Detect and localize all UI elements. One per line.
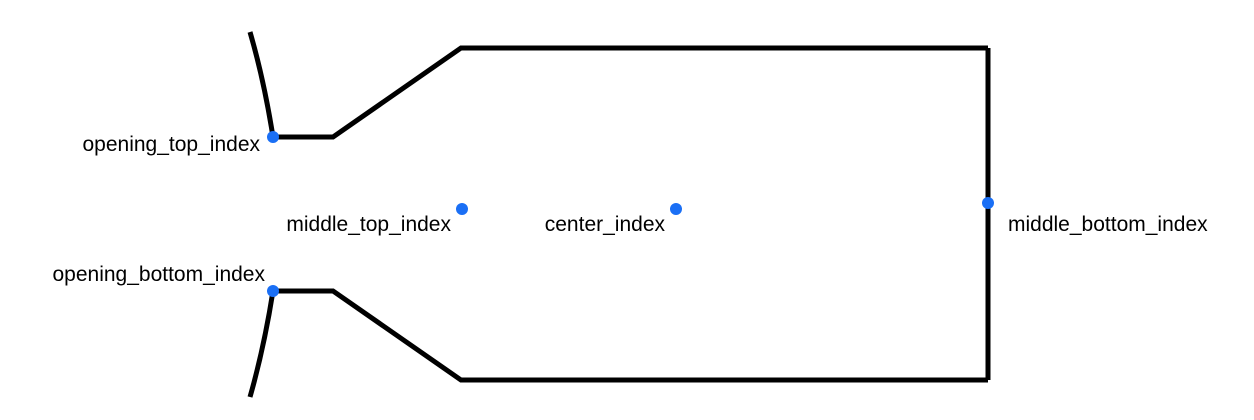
opening-bottom-point	[267, 285, 279, 297]
bottom-lip-curve	[247, 290, 276, 398]
top-lip-curve	[247, 31, 276, 138]
middle-bottom-point	[982, 197, 994, 209]
bottom-neck-line	[273, 288, 988, 383]
middle-bottom-label: middle_bottom_index	[1008, 213, 1208, 236]
opening-bottom-label: opening_bottom_index	[52, 263, 265, 286]
opening-top-point	[267, 131, 279, 143]
middle-top-label: middle_top_index	[286, 213, 451, 236]
center-point	[670, 203, 682, 215]
opening-top-label: opening_top_index	[83, 133, 261, 156]
center-label: center_index	[545, 213, 666, 236]
middle-top-point	[456, 203, 468, 215]
top-neck-line	[273, 45, 988, 140]
